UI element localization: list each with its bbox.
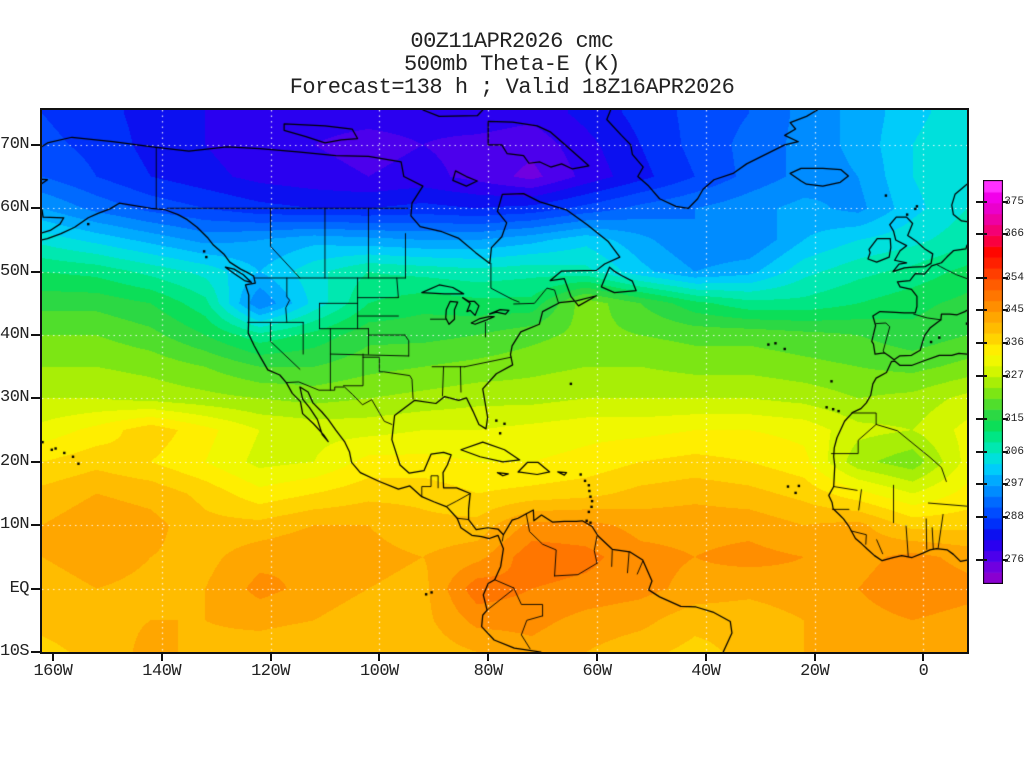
lat-label-10N: 10N [0, 515, 30, 535]
cbar-tick-right-375 [1003, 200, 1008, 203]
lat-label-70N: 70N [0, 134, 30, 154]
lon-label-140W: 140W [142, 662, 182, 681]
cbar-label-297: 297 [1004, 478, 1024, 491]
cbar-tick-right-297 [1003, 483, 1008, 486]
lat-tick-20N [31, 460, 41, 463]
lon-tick-20W [813, 654, 816, 661]
lat-tick-50N [31, 270, 41, 273]
cbar-tick-left-354 [976, 276, 987, 279]
cbar-label-315: 315 [1004, 413, 1024, 426]
lat-label-10S: 10S [0, 642, 30, 661]
lat-tick-40N [31, 334, 41, 337]
cbar-tick-right-366 [1003, 233, 1008, 236]
lon-tick-100W [378, 654, 381, 661]
lat-tick-EQ [31, 587, 41, 590]
lon-tick-0 [922, 654, 925, 661]
cbar-tick-right-336 [1003, 341, 1008, 344]
lon-label-100W: 100W [359, 662, 399, 681]
cbar-label-306: 306 [1004, 445, 1024, 458]
cbar-label-366: 366 [1004, 228, 1024, 241]
cbar-tick-right-306 [1003, 450, 1008, 453]
cbar-tick-left-345 [976, 309, 987, 312]
title-init-time: 00Z11APR2026 cmc [410, 29, 614, 54]
lat-label-EQ: EQ [9, 578, 30, 598]
lat-tick-10N [31, 524, 41, 527]
cbar-tick-left-366 [976, 233, 987, 236]
cbar-tick-left-336 [976, 341, 987, 344]
lon-label-0: 0 [918, 662, 929, 681]
cbar-tick-left-288 [976, 515, 987, 518]
cbar-label-375: 375 [1004, 195, 1024, 208]
cbar-tick-left-297 [976, 483, 987, 486]
map-frame [40, 108, 969, 654]
cbar-tick-right-276 [1003, 559, 1008, 562]
lat-tick-10S [31, 651, 41, 653]
lat-tick-30N [31, 397, 41, 400]
lat-label-40N: 40N [0, 325, 30, 345]
cbar-label-345: 345 [1004, 304, 1024, 317]
colorbar [983, 180, 1003, 584]
cbar-tick-left-375 [976, 200, 987, 203]
cbar-tick-right-288 [1003, 515, 1008, 518]
cbar-label-327: 327 [1004, 369, 1024, 382]
lon-tick-40W [704, 654, 707, 661]
cbar-label-288: 288 [1004, 510, 1024, 523]
title-variable: 500mb Theta-E (K) [404, 52, 620, 77]
lon-label-120W: 120W [251, 662, 290, 681]
lon-tick-80W [487, 654, 490, 661]
lat-tick-60N [31, 207, 41, 210]
lon-tick-140W [160, 654, 163, 661]
lon-label-20W: 20W [800, 662, 830, 681]
lat-label-20N: 20N [0, 451, 30, 471]
cbar-tick-right-327 [1003, 374, 1008, 377]
lat-label-60N: 60N [0, 198, 30, 218]
chart-title: 00Z11APR2026 cmc 500mb Theta-E (K) Forec… [0, 30, 1024, 99]
lon-label-160W: 160W [33, 662, 73, 681]
cbar-tick-right-345 [1003, 309, 1008, 312]
lon-label-80W: 80W [473, 662, 504, 681]
cbar-label-354: 354 [1004, 271, 1024, 284]
lat-label-50N: 50N [0, 261, 30, 281]
lon-label-60W: 60W [582, 662, 612, 681]
title-forecast-valid: Forecast=138 h ; Valid 18Z16APR2026 [289, 75, 735, 100]
lon-tick-60W [596, 654, 598, 661]
cbar-label-336: 336 [1004, 336, 1024, 349]
lon-label-40W: 40W [691, 662, 721, 681]
lon-tick-120W [269, 654, 272, 661]
cbar-label-276: 276 [1004, 554, 1024, 567]
cbar-tick-right-315 [1003, 418, 1008, 421]
cbar-tick-left-327 [976, 374, 987, 377]
cbar-tick-left-315 [976, 418, 987, 421]
lat-tick-70N [31, 143, 41, 146]
lat-label-30N: 30N [0, 388, 30, 408]
lon-tick-160W [51, 654, 54, 661]
cbar-tick-left-276 [976, 559, 987, 562]
map-canvas [42, 110, 967, 652]
cbar-tick-left-306 [976, 450, 987, 453]
cbar-tick-right-354 [1003, 276, 1008, 279]
